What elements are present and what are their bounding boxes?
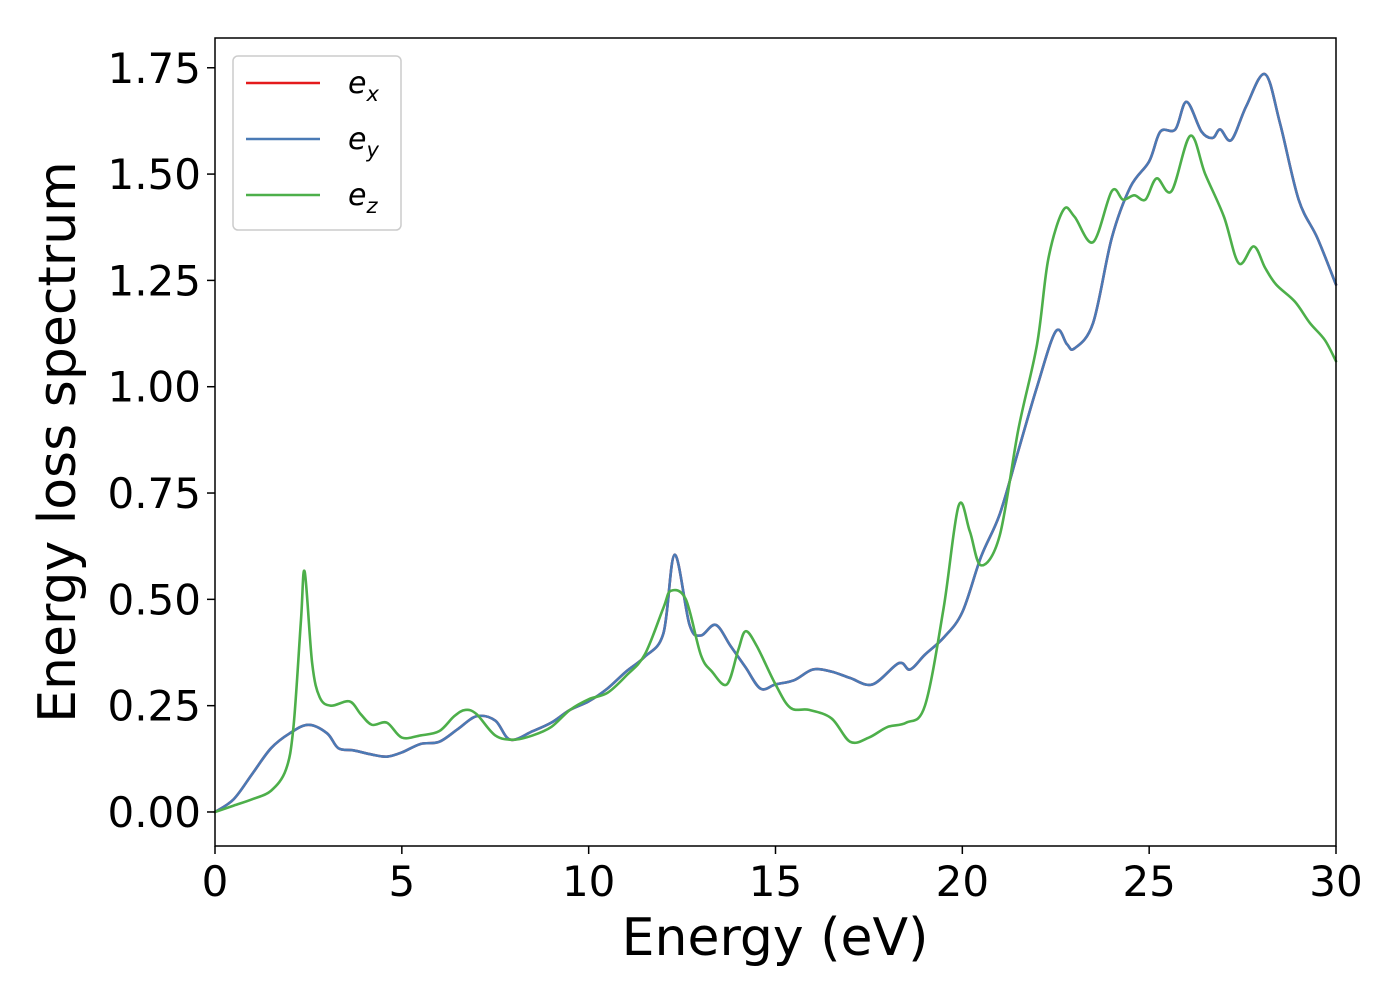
legend-label-e-y: ey [348, 122, 379, 162]
x-tick-label: 15 [749, 857, 802, 906]
y-tick-label: 0.50 [107, 575, 201, 624]
y-tick-label: 1.00 [107, 363, 201, 412]
x-axis-label: Energy (eV) [622, 908, 929, 968]
legend-box [232, 55, 402, 231]
x-tick-label: 20 [936, 857, 989, 906]
series-line-e-z [213, 134, 1338, 814]
x-tick-label: 30 [1309, 857, 1362, 906]
legend-label-e-x: ex [348, 66, 379, 106]
x-tick-label: 10 [562, 857, 615, 906]
x-tick-label: 25 [1122, 857, 1175, 906]
y-tick-label: 0.25 [107, 682, 201, 731]
x-tick-label: 5 [388, 857, 415, 906]
y-axis-ticks: 0.00 0.25 0.50 0.75 1.00 1.25 1.50 1.75 [107, 44, 215, 837]
y-tick-label: 1.25 [107, 256, 201, 305]
series-layer [213, 72, 1338, 814]
y-tick-label: 1.75 [107, 44, 201, 93]
series-line-e-y [213, 72, 1338, 814]
y-tick-label: 0.75 [107, 469, 201, 518]
y-tick-label: 1.50 [107, 150, 201, 199]
y-axis-label: Energy loss spectrum [28, 161, 88, 723]
x-tick-label: 0 [202, 857, 229, 906]
x-axis-ticks: 0 5 10 15 20 25 30 [202, 846, 1363, 906]
y-tick-label: 0.00 [107, 788, 201, 837]
